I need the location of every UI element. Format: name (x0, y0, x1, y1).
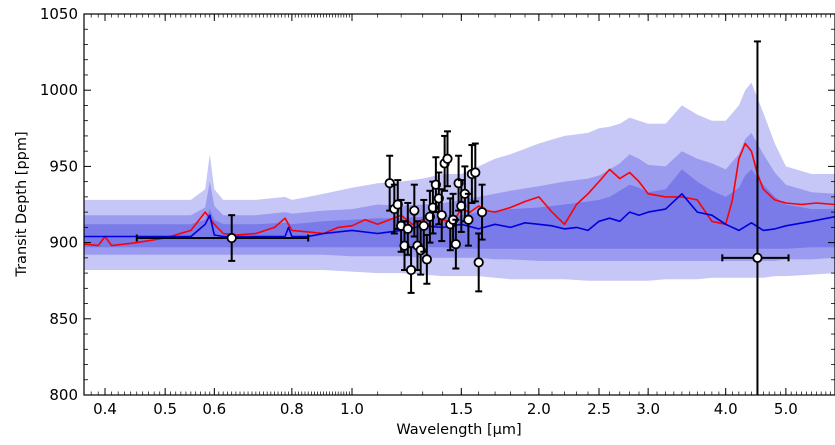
y-tick-label: 1000 (40, 81, 78, 99)
x-tick-label: 1.0 (340, 400, 364, 418)
point-marker (450, 239, 461, 250)
x-tick-label: 5.0 (774, 400, 798, 418)
blue-model-line (84, 193, 835, 238)
point-marker (473, 257, 484, 268)
data-points (135, 40, 790, 395)
data-point (389, 183, 400, 235)
point-marker (384, 178, 395, 189)
plot-frame (83, 13, 835, 396)
point-marker (409, 205, 420, 216)
data-point (405, 246, 417, 294)
point-marker (442, 153, 453, 164)
point-marker (226, 232, 237, 244)
data-point (463, 192, 474, 247)
point-marker (752, 252, 763, 263)
y-tick-label: 950 (49, 157, 78, 175)
x-tick-label: 4.0 (714, 400, 738, 418)
point-marker (421, 254, 432, 265)
point-marker (418, 220, 429, 231)
data-point (450, 218, 461, 270)
point-marker (463, 214, 474, 225)
data-point (456, 179, 467, 233)
x-tick-labels: 0.4 0.5 0.6 0.8 1.0 1.5 2.0 2.5 3.0 4.0 5.0 (93, 400, 798, 418)
point-marker (476, 207, 488, 218)
data-point (473, 232, 484, 293)
y-tick-label: 900 (49, 234, 78, 252)
x-tick-label: 0.8 (280, 400, 304, 418)
data-point (721, 40, 790, 395)
x-tick-label: 0.6 (202, 400, 226, 418)
x-tick-label: 2.5 (587, 400, 611, 418)
x-tick-label: 0.4 (93, 400, 117, 418)
x-tick-label: 2.0 (527, 400, 551, 418)
point-marker (436, 210, 447, 221)
y-axis-title: Transit Depth [ppm] (14, 131, 30, 277)
data-point (135, 214, 310, 262)
data-point (470, 142, 481, 203)
y-tick-labels: 800 850 900 950 1000 1050 (40, 5, 78, 404)
y-tick-label: 850 (49, 310, 78, 328)
y-tick-label: 1050 (40, 5, 78, 23)
point-marker (402, 223, 413, 234)
x-tick-label: 0.5 (153, 400, 177, 418)
x-tick-label: 1.5 (449, 400, 473, 418)
y-tick-label: 800 (49, 386, 78, 404)
x-axis-title: Wavelength [µm] (396, 422, 521, 438)
data-point (442, 130, 453, 188)
data-point (476, 183, 488, 241)
data-point (409, 183, 420, 238)
point-marker (470, 167, 481, 178)
data-point (430, 156, 441, 214)
x-tick-label: 3.0 (636, 400, 660, 418)
axis-ticks (83, 13, 835, 396)
